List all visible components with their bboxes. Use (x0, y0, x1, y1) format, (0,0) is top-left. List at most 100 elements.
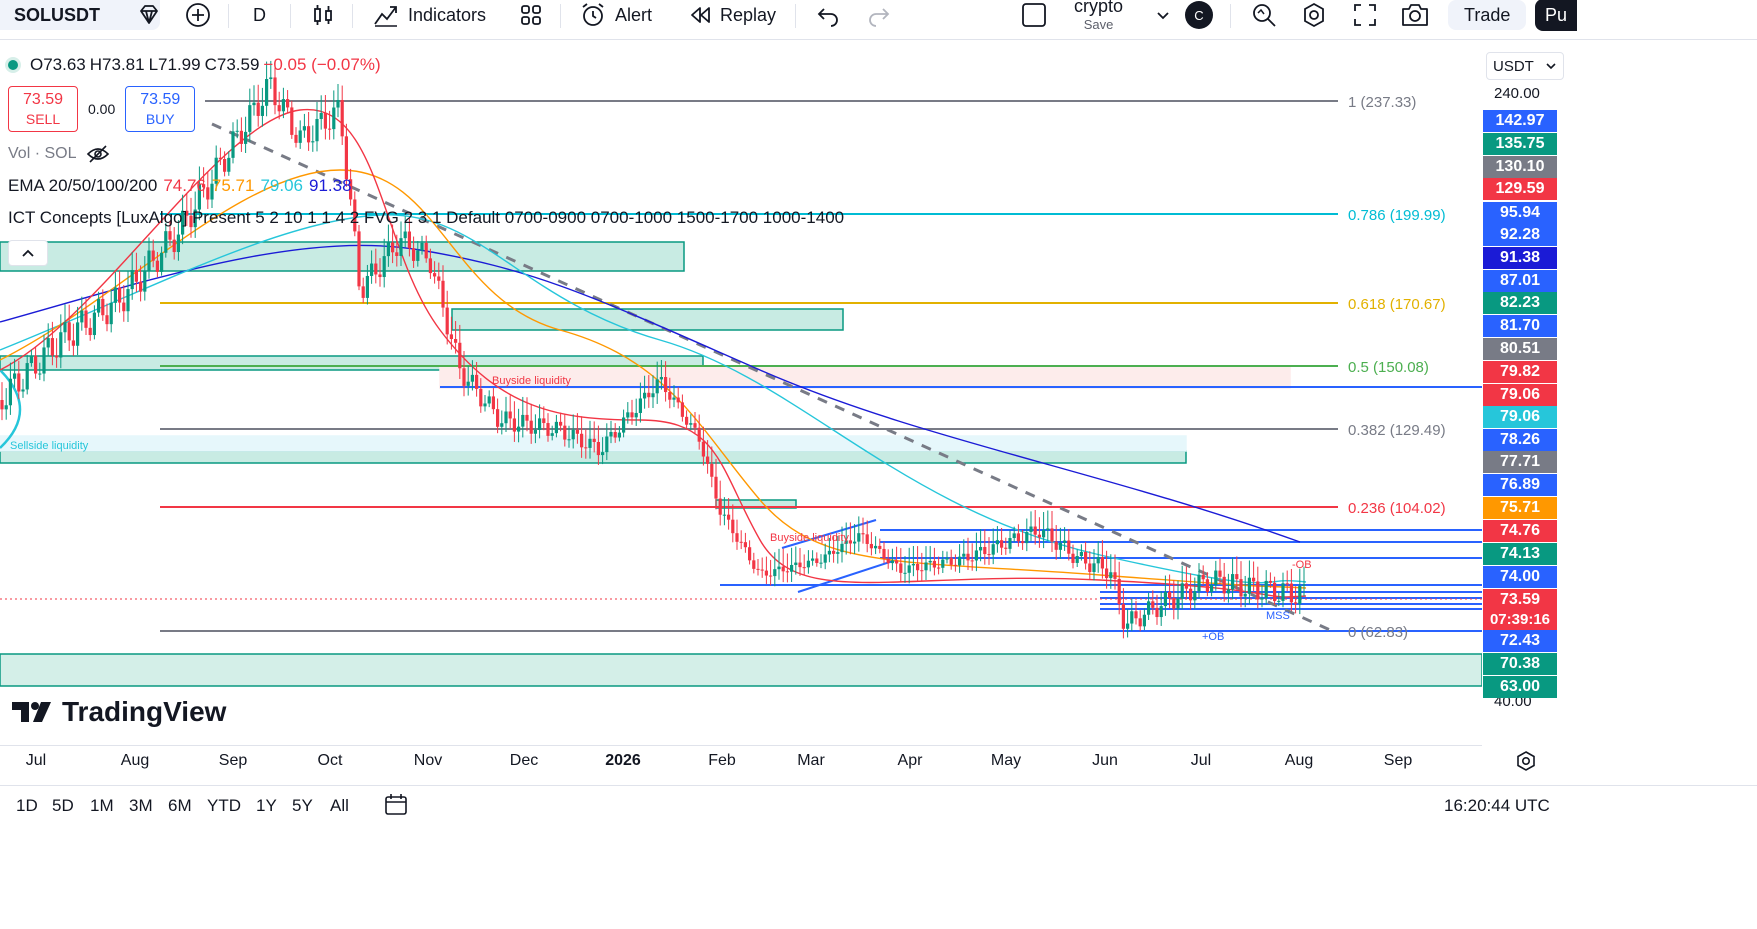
compare-add-icon[interactable] (184, 0, 212, 30)
fib-level-label: 0.5 (150.08) (1348, 359, 1429, 376)
candle-body (756, 568, 760, 570)
price-chart[interactable]: 1 (237.33) 0.786 (199.99) 0.618 (170.67) 0.… (0, 41, 1482, 745)
price-axis-label: 74.13 (1483, 543, 1557, 565)
time-axis[interactable] (0, 745, 1482, 777)
trade-button[interactable]: Trade (1448, 0, 1527, 30)
candle-body (101, 298, 105, 316)
candle-body (1088, 563, 1092, 573)
volume-legend[interactable]: Vol · SOL (8, 144, 110, 164)
indicators-button[interactable]: Indicators (372, 0, 486, 30)
candle-body (336, 99, 340, 108)
candle-body (760, 569, 764, 571)
quick-search-icon[interactable] (1250, 0, 1278, 30)
candle-body (655, 379, 659, 394)
price-axis-label: 75.71 (1483, 497, 1557, 519)
ict-indicator-legend[interactable]: ICT Concepts [LuxAlgo] Present 5 2 10 1 … (8, 208, 845, 227)
fib-level-label: 0.382 (129.49) (1348, 422, 1446, 439)
candle-body (1142, 614, 1146, 627)
camera-icon[interactable] (1400, 0, 1430, 30)
candle-body (1147, 601, 1151, 615)
candle-body (546, 423, 550, 436)
candle-body (857, 533, 861, 542)
candle-body (437, 276, 441, 281)
chevron-down-icon[interactable] (1154, 0, 1172, 30)
candle-body (567, 439, 571, 441)
candle-body (29, 355, 33, 364)
candle-body (580, 433, 584, 448)
publish-button[interactable]: Pu (1535, 0, 1578, 31)
candle-body (685, 416, 689, 425)
trade-label: Trade (1448, 0, 1527, 30)
ema-legend[interactable]: EMA 20/50/100/200 74.76 75.71 79.06 91.3… (8, 176, 352, 196)
candle-body (496, 409, 500, 427)
price-axis-label: 76.89 (1483, 474, 1557, 496)
candle-body (109, 302, 113, 325)
price-axis-label: 92.28 (1483, 224, 1557, 246)
range-button-6m[interactable]: 6M (168, 796, 192, 815)
candle-body (428, 258, 432, 274)
candle-body (1096, 557, 1100, 564)
redo-icon[interactable] (866, 0, 892, 30)
replay-button[interactable]: Replay (688, 0, 776, 30)
settings-gear-icon[interactable] (1300, 0, 1328, 30)
candle-body (1121, 604, 1125, 629)
candle-body (529, 420, 533, 434)
candle-body (970, 560, 974, 562)
range-button-3m[interactable]: 3M (129, 796, 153, 815)
candle-body (370, 263, 374, 276)
candle-body (643, 392, 647, 399)
range-button-1y[interactable]: 1Y (256, 796, 277, 815)
range-button-ytd[interactable]: YTD (207, 796, 241, 815)
range-button-all[interactable]: All (330, 796, 349, 815)
alert-button[interactable]: Alert (579, 0, 652, 30)
candle-body (869, 543, 873, 549)
indicators-label: Indicators (408, 4, 487, 25)
templates-grid-icon[interactable] (518, 0, 544, 30)
ohlc-open: O73.63 (30, 55, 86, 74)
candle-body (403, 231, 407, 239)
layout-square-icon[interactable] (1020, 0, 1048, 30)
candles-layer (0, 60, 1306, 639)
layout-save-button[interactable]: crypto Save (1074, 0, 1123, 31)
price-axis-label: 130.10 (1483, 156, 1557, 178)
candle-body (332, 107, 336, 130)
fullscreen-icon[interactable] (1352, 0, 1378, 30)
candle-body (853, 541, 857, 544)
date-range-calendar-icon[interactable] (383, 790, 409, 820)
symbol-search[interactable]: SOLUSDT (0, 0, 160, 30)
buy-button[interactable]: 73.59 BUY (125, 86, 196, 132)
candle-body (668, 392, 672, 400)
candle-body (1268, 580, 1272, 583)
gem-icon[interactable] (136, 0, 162, 30)
range-button-1d[interactable]: 1D (16, 796, 38, 815)
candle-body (525, 414, 529, 421)
chart-settings-icon[interactable] (1515, 750, 1537, 777)
candle-body (974, 550, 978, 561)
candle-body (80, 310, 84, 323)
avatar[interactable]: C (1185, 0, 1213, 30)
utc-clock[interactable]: 16:20:44 UTC (1444, 796, 1550, 815)
ohlc-change: −0.05 (−0.07%) (263, 55, 381, 74)
undo-icon[interactable] (815, 0, 841, 30)
candle-body (164, 231, 168, 253)
range-button-5d[interactable]: 5D (52, 796, 74, 815)
candle-body (1168, 591, 1172, 599)
candle-body (571, 429, 575, 440)
candle-body (374, 263, 378, 275)
collapse-legend-button[interactable] (8, 240, 48, 266)
sell-button[interactable]: 73.59 SELL (8, 86, 78, 132)
candles-icon[interactable] (310, 0, 336, 30)
candle-body (1100, 557, 1104, 569)
candle-body (277, 105, 281, 112)
candle-body (46, 338, 50, 348)
top-toolbar: SOLUSDT D Indicators Alert (0, 0, 1757, 40)
candle-body (512, 418, 516, 432)
candle-body (991, 544, 995, 555)
currency-select[interactable]: USDT (1486, 52, 1564, 80)
interval-button[interactable]: D (253, 0, 266, 30)
candle-body (25, 363, 29, 390)
candle-body (508, 411, 512, 419)
range-button-1m[interactable]: 1M (90, 796, 114, 815)
range-button-5y[interactable]: 5Y (292, 796, 313, 815)
candle-body (1277, 600, 1281, 602)
